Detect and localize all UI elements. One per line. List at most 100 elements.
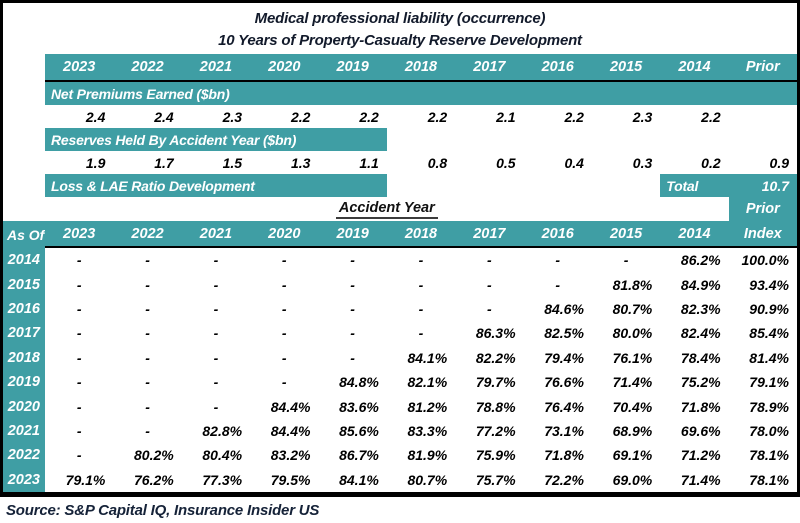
matrix-value-cell: 82.2% [475,349,516,366]
matrix-value-cell: 82.3% [680,300,721,317]
matrix-value-cell: - [213,349,219,366]
top-year-header: 2023 [45,54,114,82]
matrix-value-cell: - [145,349,150,366]
as-of-row-label: 2014 [3,248,45,273]
matrix-value-cell: 75.9% [475,447,516,464]
matrix-value-cell: - [623,252,629,269]
gutter-spacer [3,151,45,174]
matrix-value-cell: - [350,349,355,366]
matrix-value-cell: - [145,276,150,293]
matrix-value-cell: 81.2% [407,398,448,415]
as-of-row-label: 2022 [3,443,45,468]
index-value-cell: 78.0% [749,422,789,439]
as-of-row-label: 2016 [3,296,45,322]
section-label-loss-lae: Loss & LAE Ratio Development [45,174,387,197]
index-value-cell: 85.4% [749,325,789,342]
matrix-value-cell: - [281,252,287,269]
matrix-value-cell: 84.1% [407,349,448,366]
matrix-value-cell: 80.7% [407,471,448,488]
index-value-cell: 78.9% [749,398,789,415]
matrix-year-header: 2014 [660,221,729,248]
matrix-value-cell: - [76,252,82,269]
matrix-value-cell: 86.2% [680,252,721,269]
top-year-header: 2014 [660,54,729,82]
matrix-value-cell: - [418,325,424,342]
reserve-development-panel: Medical professional liability (occurren… [0,0,800,497]
matrix-value-cell: 81.9% [407,447,448,464]
matrix-value-cell: 70.4% [612,398,653,415]
matrix-year-header: 2015 [591,221,661,248]
matrix-value-cell: 86.7% [339,447,379,464]
matrix-value-cell: 76.2% [134,471,174,488]
section-label-net-premiums: Net Premiums Earned ($bn) [45,82,797,105]
matrix-value-cell: - [281,300,287,317]
matrix-value-cell: 82.8% [202,422,243,439]
index-value-cell: 81.4% [749,349,789,366]
reserves-value: 0.3 [632,154,653,171]
matrix-value-cell: - [213,398,219,415]
matrix-value-cell: 84.1% [339,471,379,488]
matrix-value-cell: - [281,325,287,342]
matrix-value-cell: - [76,325,82,342]
matrix-value-cell: 75.2% [680,374,721,391]
index-value-cell: 90.9% [749,300,789,317]
matrix-value-cell: 85.6% [339,422,379,439]
matrix-value-cell: - [213,300,219,317]
matrix-year-header: 2017 [455,221,524,248]
matrix-value-cell: 71.4% [612,374,653,391]
reserves-value: 0.5 [496,154,516,171]
net-premiums-value: 2.2 [359,108,379,125]
blank-cell [455,128,523,151]
blank-cell [729,128,797,151]
matrix-value-cell: 79.4% [544,349,584,366]
matrix-year-header: 2020 [250,221,319,248]
matrix-value-cell: 82.1% [407,374,448,391]
reserves-value: 0.8 [427,154,448,171]
top-year-header: Prior [728,54,797,82]
reserves-value: 0.4 [564,154,584,171]
blank-cell [592,128,660,151]
matrix-value-cell: - [213,276,219,293]
reserves-value: 1.1 [359,154,379,171]
matrix-value-cell: 80.4% [202,447,243,464]
matrix-value-cell: - [487,276,492,293]
reserves-value: 1.9 [85,154,106,171]
matrix-value-cell: 83.3% [407,422,448,439]
top-year-header: 2019 [318,54,387,82]
accident-year-group-header: Accident Year [45,197,729,221]
source-note: Source: S&P Capital IQ, Insurance Inside… [6,501,320,519]
matrix-value-cell: - [213,252,219,269]
blank-cell [524,128,592,151]
matrix-value-cell: - [281,349,287,366]
index-value-cell: 93.4% [749,276,789,293]
matrix-value-cell: - [555,252,561,269]
as-of-header: As Of [3,221,45,248]
matrix-value-cell: - [213,374,219,391]
net-premiums-value: 2.4 [154,108,174,125]
blank-cell [592,174,660,197]
matrix-value-cell: - [213,325,219,342]
matrix-year-header: 2019 [318,221,387,248]
index-column-header: Index [728,221,797,248]
matrix-value-cell: 78.4% [680,349,721,366]
as-of-row-label: 2018 [3,345,45,370]
net-premiums-value: 2.2 [564,108,584,125]
blank-cell [387,128,455,151]
as-of-row-label: 2020 [3,394,45,419]
matrix-value-cell: 71.4% [680,471,721,488]
matrix-value-cell: - [555,276,561,293]
matrix-value-cell: 76.1% [612,349,653,366]
top-year-header: 2021 [181,54,251,82]
matrix-value-cell: - [145,300,150,317]
matrix-value-cell: - [418,300,424,317]
matrix-value-cell: 84.8% [339,374,379,391]
matrix-value-cell: 77.2% [475,422,516,439]
blank-cell [387,174,455,197]
matrix-value-cell: - [76,276,82,293]
matrix-value-cell: - [418,252,424,269]
as-of-row-label: 2021 [3,418,45,444]
table-title: Medical professional liability (occurren… [254,10,546,27]
reserves-value: 0.9 [769,154,789,171]
matrix-value-cell: 69.6% [680,422,721,439]
blank-cell [660,128,728,151]
